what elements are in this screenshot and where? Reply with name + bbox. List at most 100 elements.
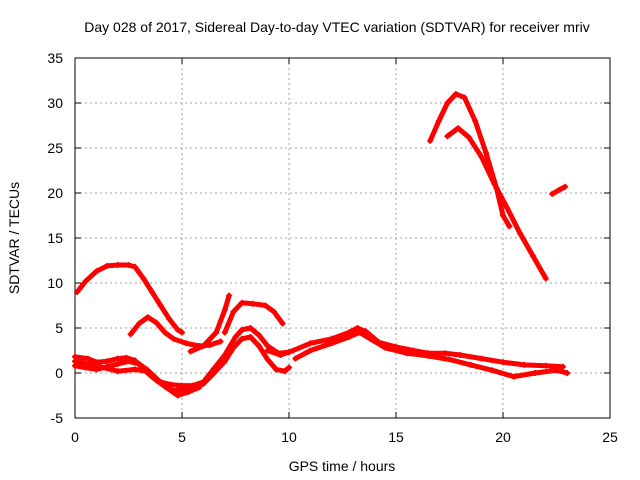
data-point [510,373,517,380]
data-point [114,355,121,362]
data-point [131,263,138,270]
data-point [136,320,143,327]
data-point [442,350,449,357]
y-tick-label: 20 [47,185,63,201]
x-tick-label: 10 [281,429,297,445]
data-point [286,364,292,371]
y-tick-label: 30 [47,95,63,111]
data-point [221,358,228,365]
data-point [482,149,489,156]
data-point [446,356,453,363]
data-point [114,368,121,375]
data-point [542,362,549,369]
data-point [136,361,143,367]
data-point [187,348,194,355]
y-tick-label: 25 [47,140,63,156]
data-point [104,358,111,365]
data-point [125,262,132,268]
x-tick-label: 0 [71,429,79,445]
y-tick-label: -5 [51,410,64,426]
data-point [127,331,134,338]
series-arc-1 [74,262,185,335]
data-point [555,187,562,194]
series-layer [72,91,571,399]
data-point [444,100,451,106]
data-point [478,154,485,160]
data-point [247,325,254,331]
data-point [517,230,524,237]
data-point [435,118,442,124]
data-point [553,367,560,374]
y-tick-label: 15 [47,230,63,246]
data-point [161,329,168,336]
series-arc-5 [72,325,292,389]
data-point [170,335,177,342]
data-point [221,307,228,313]
data-point [125,358,132,365]
data-point [74,289,81,295]
data-point [444,133,451,140]
data-point [504,205,511,212]
data-point [72,358,78,365]
data-point [206,342,213,349]
data-point [367,335,374,342]
data-point [465,134,472,141]
data-point [249,300,256,307]
data-point [200,380,207,387]
series-arc-9 [292,330,570,380]
data-point [264,356,271,363]
x-tick-label: 25 [602,429,618,445]
data-point [467,361,474,368]
data-point [403,350,410,357]
data-point [356,329,363,336]
data-point [238,299,245,306]
data-point [521,361,528,368]
ticks-layer: 0 5 10 15 20 25 -5 0 5 10 15 20 25 30 35 [47,50,618,445]
data-point [427,137,434,144]
x-tick-label: 15 [388,429,404,445]
data-point [183,340,190,347]
data-point [247,334,254,340]
data-point [279,320,286,327]
data-point [292,355,299,362]
data-point [273,366,280,373]
data-point [549,190,556,197]
data-point [114,361,121,367]
data-point [211,370,218,376]
data-point [131,366,138,373]
data-point [226,292,233,299]
data-point [200,343,207,349]
x-axis-label: GPS time / hours [289,458,396,474]
data-point [168,381,175,388]
data-point [262,302,269,309]
y-tick-label: 10 [47,275,63,291]
data-point [140,275,147,282]
data-point [256,343,263,349]
data-point [478,355,485,362]
data-point [213,329,220,336]
series-arc-8 [265,325,566,370]
data-point [179,329,185,336]
data-point [271,308,278,315]
data-point [564,370,571,376]
data-point [93,268,100,275]
data-point [382,344,389,351]
data-point [142,368,149,375]
chart-title: Day 028 of 2017, Sidereal Day-to-day VTE… [84,19,589,35]
data-point [93,362,100,369]
data-point [238,335,245,342]
data-point [221,329,228,336]
series-arc-7 [72,358,202,398]
data-point [491,181,498,187]
data-point [230,344,237,351]
data-point [232,334,239,340]
data-point [472,118,479,124]
data-point [166,316,173,322]
data-point [144,314,151,321]
x-tick-label: 5 [178,429,186,445]
data-point [425,352,432,359]
data-point [157,302,164,309]
data-point [84,355,91,362]
data-point [174,326,181,333]
